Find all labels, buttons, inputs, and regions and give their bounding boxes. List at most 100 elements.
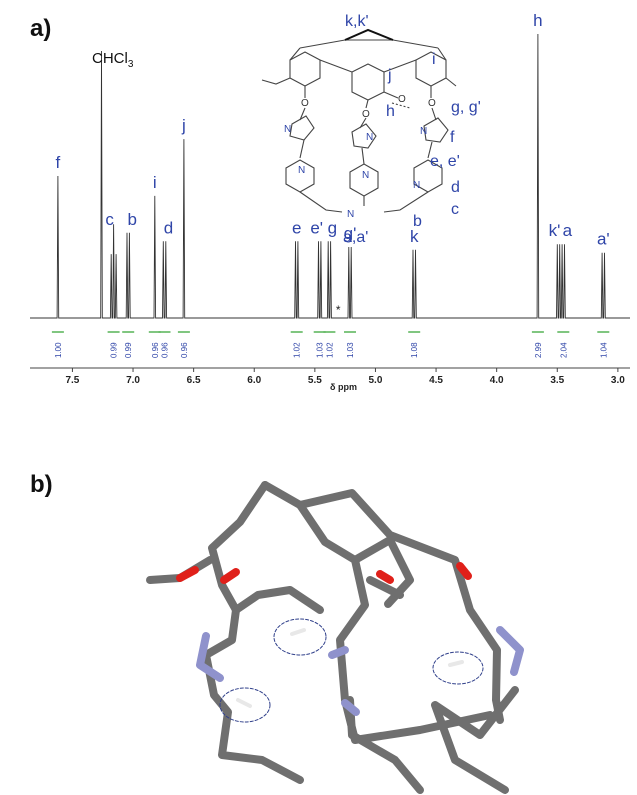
atom-n: N bbox=[362, 170, 369, 181]
atom-n: N bbox=[298, 165, 305, 176]
peak-label: g' bbox=[344, 224, 357, 243]
integral-value: 1.03 bbox=[346, 342, 355, 358]
ch-interaction-circle-left bbox=[219, 687, 271, 723]
left-methoxy bbox=[261, 77, 291, 85]
label-i: i bbox=[432, 51, 436, 68]
integral-value: 0.99 bbox=[124, 342, 133, 358]
right-methoxy bbox=[383, 77, 457, 99]
integral-value: 2.04 bbox=[559, 342, 568, 358]
oxygen-center bbox=[220, 568, 240, 584]
amine-n bbox=[341, 699, 360, 716]
label-d: d bbox=[451, 179, 460, 196]
peak-label: k bbox=[410, 227, 419, 246]
panel-b-label: b) bbox=[30, 471, 53, 498]
left-pyridine bbox=[285, 159, 315, 193]
peak-label: a' bbox=[597, 230, 610, 249]
h-bond-dash bbox=[391, 102, 411, 109]
label-gg: g, g' bbox=[451, 99, 481, 116]
h-atom-left bbox=[236, 698, 252, 708]
left-triazole-n bbox=[196, 632, 224, 682]
atom-n: N bbox=[347, 209, 354, 220]
integrals: 1.00 0.99 0.99 0.96 0.96 0.96 1.02 1.03 1.02 1.03… bbox=[51, 331, 610, 358]
backbone-center bbox=[296, 501, 494, 744]
x-axis: 7.5 7.0 6.5 6.0 5.5 5.0 4.5 4.0 3.5 3.0 bbox=[30, 367, 630, 386]
right-pyridine-ring bbox=[431, 686, 519, 794]
label-b: b bbox=[413, 213, 422, 230]
integral-value: 0.96 bbox=[151, 342, 160, 358]
center-arene bbox=[351, 63, 385, 101]
left-triazole bbox=[289, 115, 315, 141]
peak-label: d bbox=[164, 218, 173, 237]
h-atom-center bbox=[290, 628, 306, 636]
integral-value: 0.96 bbox=[180, 342, 189, 358]
atom-o: O bbox=[301, 98, 309, 109]
peak-label: i bbox=[153, 173, 157, 192]
peak-label: a bbox=[563, 221, 573, 240]
right-triazole-n bbox=[496, 626, 524, 676]
peak-label: e' bbox=[310, 218, 323, 237]
chemical-structure bbox=[261, 28, 457, 213]
integral-value: 0.99 bbox=[110, 342, 119, 358]
integral-value: 0.96 bbox=[161, 342, 170, 358]
left-arene bbox=[289, 51, 321, 87]
ch-interaction-circle-right bbox=[432, 651, 484, 685]
methoxy-right bbox=[366, 576, 404, 599]
center-triazole-n bbox=[328, 646, 349, 659]
x-tick-label: 5.5 bbox=[308, 375, 322, 386]
impurity-asterisk: * bbox=[336, 303, 341, 317]
label-c: c bbox=[451, 201, 459, 218]
peak-label: k' bbox=[549, 221, 561, 240]
spectrum-trace bbox=[30, 33, 630, 319]
ch-interaction-circle-center bbox=[273, 618, 327, 656]
integral-value: 1.02 bbox=[293, 342, 302, 358]
right-arene bbox=[415, 51, 447, 87]
integral-value: 1.03 bbox=[316, 342, 325, 358]
backbone-right bbox=[261, 481, 504, 724]
solvent-label: CHCl3 bbox=[92, 50, 134, 70]
label-kk: k,k' bbox=[345, 13, 369, 30]
integral-value: 1.04 bbox=[599, 342, 608, 358]
label-aa: a,a' bbox=[343, 229, 368, 246]
structure-proton-labels: k,k' i j h g, g' f e, e' d c b a,a' bbox=[343, 13, 481, 246]
structure-atoms: O O O O N N N N N N N bbox=[284, 94, 436, 220]
atom-o: O bbox=[362, 109, 370, 120]
peak-label: c bbox=[105, 210, 114, 229]
ether-links bbox=[299, 86, 437, 129]
amine-arms bbox=[299, 191, 429, 213]
ether-bridge bbox=[232, 586, 324, 614]
oxygen-methoxy bbox=[376, 570, 394, 584]
x-tick-label: 7.5 bbox=[65, 375, 79, 386]
atom-n: N bbox=[366, 132, 373, 143]
integral-value: 1.02 bbox=[325, 342, 334, 358]
center-pyridine bbox=[349, 163, 379, 197]
peak-label: b bbox=[127, 210, 136, 229]
integral-value: 2.99 bbox=[534, 342, 543, 358]
peak-label: e bbox=[292, 218, 301, 237]
x-tick-label: 6.0 bbox=[247, 375, 261, 386]
peak-label: g bbox=[328, 218, 337, 237]
integral-value: 1.00 bbox=[54, 342, 63, 358]
x-tick-label: 4.0 bbox=[490, 375, 504, 386]
ctv-links bbox=[289, 47, 447, 73]
peak-label: h bbox=[533, 11, 542, 30]
right-pyridine bbox=[413, 159, 443, 193]
ctv-rim bbox=[299, 39, 439, 49]
center-triazole bbox=[351, 123, 377, 149]
label-ee: e, e' bbox=[430, 153, 460, 170]
x-axis-label: δ ppm bbox=[330, 382, 357, 392]
atom-o: O bbox=[428, 98, 436, 109]
triazole-methylenes bbox=[299, 139, 433, 165]
x-tick-label: 3.5 bbox=[550, 375, 564, 386]
backbone-left-lower bbox=[202, 606, 304, 784]
backbone-left bbox=[208, 481, 269, 614]
x-tick-label: 3.0 bbox=[611, 375, 625, 386]
ctv-top-bond bbox=[344, 28, 394, 41]
x-tick-label: 6.5 bbox=[187, 375, 201, 386]
atom-n: N bbox=[413, 180, 420, 191]
h-atom-right bbox=[448, 660, 464, 667]
x-tick-label: 7.0 bbox=[126, 375, 140, 386]
right-triazole bbox=[423, 117, 449, 143]
